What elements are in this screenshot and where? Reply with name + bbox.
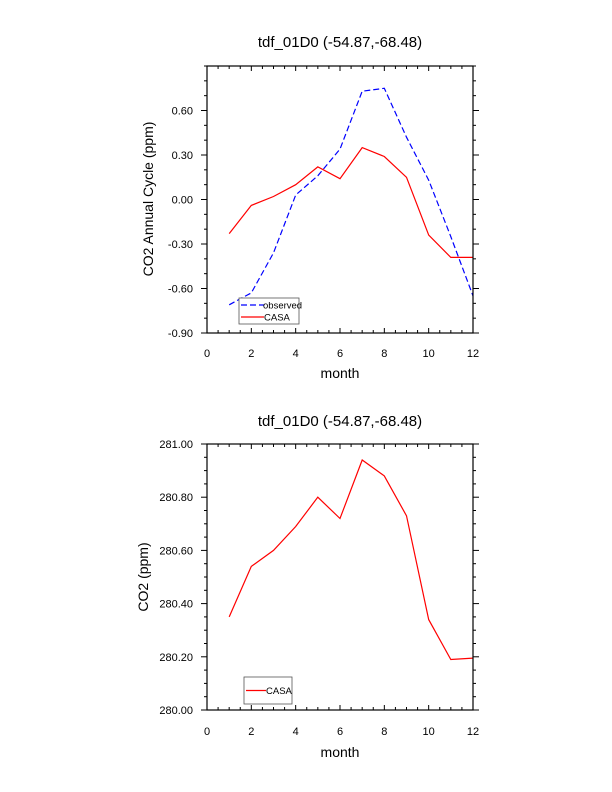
y-tick-label: -0.90 [168,328,193,340]
x-tick-label: 12 [467,726,479,738]
legend: observed CASA [238,297,302,325]
x-tick-label: 2 [248,726,254,738]
y-tick-label: 280.00 [159,705,193,717]
legend-box [243,676,293,705]
y-tick-label: -0.60 [168,284,193,296]
x-tick-label: 10 [423,348,435,360]
series-lines [228,87,474,306]
x-tick-label: 4 [293,726,299,738]
y-tick-label: -0.30 [168,239,193,251]
series-line-casa [228,146,473,258]
x-tick-labels: 0 2 4 6 8 10 12 [204,348,479,360]
legend: CASA [243,676,293,705]
x-tick-label: 8 [381,348,387,360]
x-tick-label: 6 [337,348,343,360]
y-axis-label: CO2 (ppm) [135,542,151,611]
x-tick-label: 10 [423,726,435,738]
plot-frame [206,443,474,711]
y-tick-label: 0.00 [172,195,193,207]
x-tick-label: 0 [204,348,210,360]
x-axis-label: month [321,744,360,760]
y-tick-label: 280.80 [159,492,193,504]
chart-title: tdf_01D0 (-54.87,-68.48) [258,413,422,430]
y-tick-labels: -0.90 -0.60 -0.30 0.00 0.30 0.60 [168,106,193,341]
series-lines [228,459,474,661]
x-tick-labels: 0 2 4 6 8 10 12 [204,726,479,738]
y-tick-label: 280.60 [159,545,193,557]
x-tick-label: 8 [381,726,387,738]
y-tick-label: 0.30 [172,150,193,162]
y-axis-label: CO2 Annual Cycle (ppm) [140,122,156,277]
plot-frame [206,65,474,334]
y-tick-label: 280.40 [159,599,193,611]
legend-label-observed: observed [263,301,302,312]
y-tick-label: 0.60 [172,106,193,118]
y-tick-label: 281.00 [159,439,193,451]
chart-title: tdf_01D0 (-54.87,-68.48) [258,34,422,51]
x-tick-label: 4 [293,348,299,360]
x-axis-label: month [321,365,360,381]
legend-label-casa: CASA [264,313,291,324]
x-tick-label: 0 [204,726,210,738]
y-tick-label: 280.20 [159,652,193,664]
x-tick-label: 12 [467,348,479,360]
x-tick-label: 2 [248,348,254,360]
axis-ticks [201,65,479,334]
y-tick-labels: 280.00 280.20 280.40 280.60 280.80 281.00 [159,439,193,717]
legend-box [238,297,300,325]
series-line-casa [228,459,474,661]
co2-chart: tdf_01D0 (-54.87,-68.48) CO2 (ppm) month… [135,413,479,760]
legend-label-casa: CASA [266,686,293,697]
x-tick-label: 6 [337,726,343,738]
axis-ticks [201,443,479,711]
series-line-observed [228,87,474,306]
annual-cycle-chart: tdf_01D0 (-54.87,-68.48) CO2 Annual Cycl… [140,34,479,381]
